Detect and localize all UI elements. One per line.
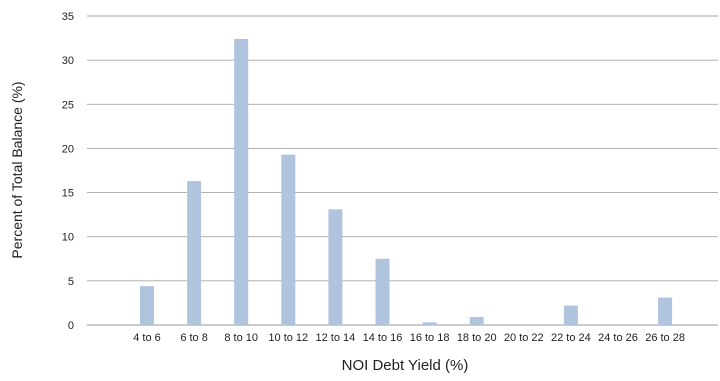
bar [140, 286, 154, 325]
bar [328, 209, 343, 325]
bar [281, 154, 296, 325]
x-axis-title: NOI Debt Yield (%) [342, 357, 469, 374]
y-tick-label: 0 [68, 320, 74, 332]
x-tick-label: 26 to 28 [645, 332, 685, 344]
x-tick-label: 4 to 6 [133, 332, 161, 344]
x-tick-label: 10 to 12 [268, 332, 308, 344]
x-tick-label: 6 to 8 [180, 332, 208, 344]
bars [140, 38, 673, 325]
y-tick-label: 30 [62, 55, 74, 67]
y-axis-title: Percent of Total Balance (%) [9, 81, 25, 258]
y-tick-label: 10 [62, 232, 74, 244]
bar [469, 317, 484, 325]
x-tick-label: 8 to 10 [224, 332, 258, 344]
y-tick-label: 5 [68, 276, 74, 288]
x-tick-label: 16 to 18 [410, 332, 450, 344]
x-tick-label: 14 to 16 [363, 332, 403, 344]
x-tick-label: 24 to 26 [598, 332, 638, 344]
x-tick-label: 20 to 22 [504, 332, 544, 344]
bar [563, 305, 578, 325]
gridlines [87, 15, 718, 326]
bar [422, 322, 437, 325]
y-tick-label: 25 [62, 99, 74, 111]
y-tick-label: 35 [62, 11, 74, 23]
x-tick-label: 12 to 14 [316, 332, 356, 344]
y-tick-label: 20 [62, 143, 74, 155]
x-tick-label: 18 to 20 [457, 332, 497, 344]
bar [234, 38, 249, 325]
y-tick-label: 15 [62, 188, 74, 200]
bar [187, 181, 202, 325]
bar [375, 258, 390, 325]
bar [658, 297, 673, 325]
x-tick-labels: 4 to 6 6 to 8 8 to 10 10 to 12 12 to 14 14 to… [133, 332, 685, 344]
x-tick-label: 22 to 24 [551, 332, 591, 344]
y-tick-labels: 0 5 10 15 20 25 30 35 [62, 11, 74, 332]
